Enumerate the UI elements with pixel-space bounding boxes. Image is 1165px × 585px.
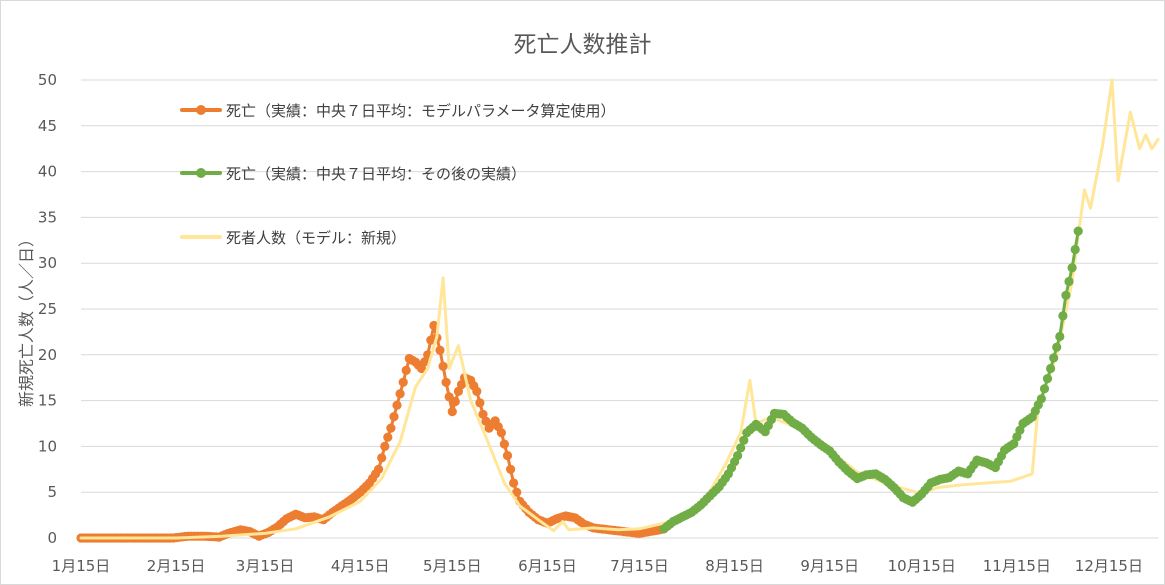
data-point (420, 357, 430, 367)
x-tick-label: 2月15日 (147, 557, 206, 575)
data-point (506, 464, 516, 474)
y-tick-label: 0 (47, 529, 57, 547)
data-point (502, 451, 513, 461)
data-point (1073, 226, 1083, 236)
y-tick-label: 20 (38, 346, 57, 364)
data-point (475, 398, 485, 408)
chart-title: 死亡人数推計 (513, 32, 652, 58)
x-tick-label: 5月15日 (423, 557, 482, 575)
data-point (392, 400, 402, 410)
series-2 (659, 226, 1083, 534)
data-point (401, 365, 411, 375)
data-point (383, 432, 393, 442)
data-point (1039, 384, 1050, 394)
data-point (438, 361, 448, 371)
y-tick-label: 50 (38, 71, 57, 89)
series-1 (76, 320, 669, 543)
x-tick-label: 1月15日 (52, 557, 111, 575)
data-point (736, 443, 746, 453)
legend-label: 死亡（実績：中央７日平均：モデルパラメータ算定使用） (226, 102, 616, 120)
legend-entry: 死亡（実績：中央７日平均：モデルパラメータ算定使用） (180, 102, 616, 120)
data-point (377, 453, 387, 463)
data-point (395, 389, 405, 399)
data-point (1058, 311, 1068, 321)
data-point (1070, 244, 1080, 255)
data-point (389, 412, 399, 422)
x-tick-label: 4月15日 (331, 557, 390, 575)
x-tick-label: 11月15日 (983, 557, 1051, 575)
y-tick-label: 25 (38, 300, 57, 318)
y-tick-label: 40 (38, 163, 57, 181)
data-point (1046, 363, 1056, 374)
data-point (512, 487, 522, 497)
data-point (733, 451, 743, 461)
data-point (450, 396, 460, 407)
data-point (1061, 290, 1071, 300)
legend-entry: 死者人数（モデル：新規） (180, 229, 406, 247)
y-tick-label: 15 (38, 392, 57, 410)
data-point (1049, 353, 1059, 363)
data-point (1042, 374, 1053, 384)
data-point (1055, 331, 1065, 342)
series-3 (79, 78, 1160, 540)
data-point (398, 377, 408, 387)
y-tick-label: 10 (38, 437, 57, 455)
data-point (496, 428, 506, 438)
legend-swatch-marker (196, 168, 206, 178)
data-point (386, 423, 396, 433)
data-point (435, 345, 445, 355)
data-point (374, 464, 384, 474)
data-point (1064, 276, 1074, 287)
y-tick-label: 30 (38, 254, 57, 272)
data-point (478, 409, 488, 419)
series-line (79, 78, 1160, 540)
data-point (472, 386, 482, 396)
series-line (79, 324, 666, 540)
data-point (380, 441, 390, 451)
legend-entry: 死亡（実績：中央７日平均：その後の実績） (180, 165, 526, 183)
legend-label: 死者人数（モデル：新規） (226, 229, 406, 247)
y-tick-label: 5 (47, 483, 57, 501)
data-point (1036, 394, 1046, 404)
data-point (447, 407, 457, 417)
legend-swatch-marker (196, 105, 206, 115)
data-point (499, 439, 509, 449)
y-tick-label: 35 (38, 208, 57, 226)
data-point (441, 377, 451, 387)
x-tick-label: 3月15日 (236, 557, 295, 575)
legend-label: 死亡（実績：中央７日平均：その後の実績） (226, 165, 526, 183)
data-point (1052, 342, 1062, 352)
data-point (739, 435, 749, 445)
data-point (456, 380, 467, 390)
data-point (429, 320, 439, 331)
x-tick-label: 10月15日 (888, 557, 956, 575)
x-tick-label: 9月15日 (800, 557, 859, 575)
x-tick-label: 8月15日 (705, 557, 764, 575)
x-tick-label: 12月15日 (1075, 557, 1143, 575)
data-point (508, 478, 519, 488)
x-tick-label: 7月15日 (610, 557, 669, 575)
x-tick-label: 6月15日 (518, 557, 577, 575)
data-point (1067, 263, 1077, 273)
y-tick-label: 45 (38, 117, 57, 135)
